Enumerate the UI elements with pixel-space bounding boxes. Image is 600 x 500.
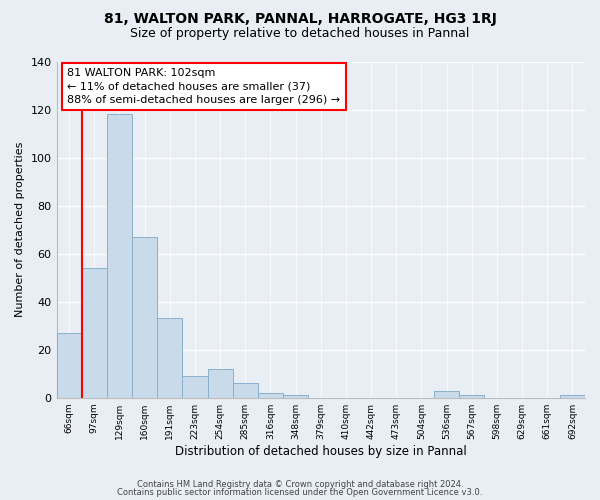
Bar	[56, 333, 82, 398]
X-axis label: Distribution of detached houses by size in Pannal: Distribution of detached houses by size …	[175, 444, 467, 458]
Text: 81, WALTON PARK, PANNAL, HARROGATE, HG3 1RJ: 81, WALTON PARK, PANNAL, HARROGATE, HG3 …	[104, 12, 496, 26]
Text: Size of property relative to detached houses in Pannal: Size of property relative to detached ho…	[130, 28, 470, 40]
Y-axis label: Number of detached properties: Number of detached properties	[15, 142, 25, 318]
Bar	[560, 396, 585, 398]
Bar	[132, 237, 157, 398]
Bar	[233, 384, 258, 398]
Bar	[459, 396, 484, 398]
Bar	[157, 318, 182, 398]
Text: 81 WALTON PARK: 102sqm
← 11% of detached houses are smaller (37)
88% of semi-det: 81 WALTON PARK: 102sqm ← 11% of detached…	[67, 68, 340, 104]
Bar	[107, 114, 132, 398]
Bar	[283, 396, 308, 398]
Bar	[182, 376, 208, 398]
Bar	[82, 268, 107, 398]
Text: Contains public sector information licensed under the Open Government Licence v3: Contains public sector information licen…	[118, 488, 482, 497]
Bar	[434, 390, 459, 398]
Bar	[258, 393, 283, 398]
Bar	[208, 369, 233, 398]
Text: Contains HM Land Registry data © Crown copyright and database right 2024.: Contains HM Land Registry data © Crown c…	[137, 480, 463, 489]
